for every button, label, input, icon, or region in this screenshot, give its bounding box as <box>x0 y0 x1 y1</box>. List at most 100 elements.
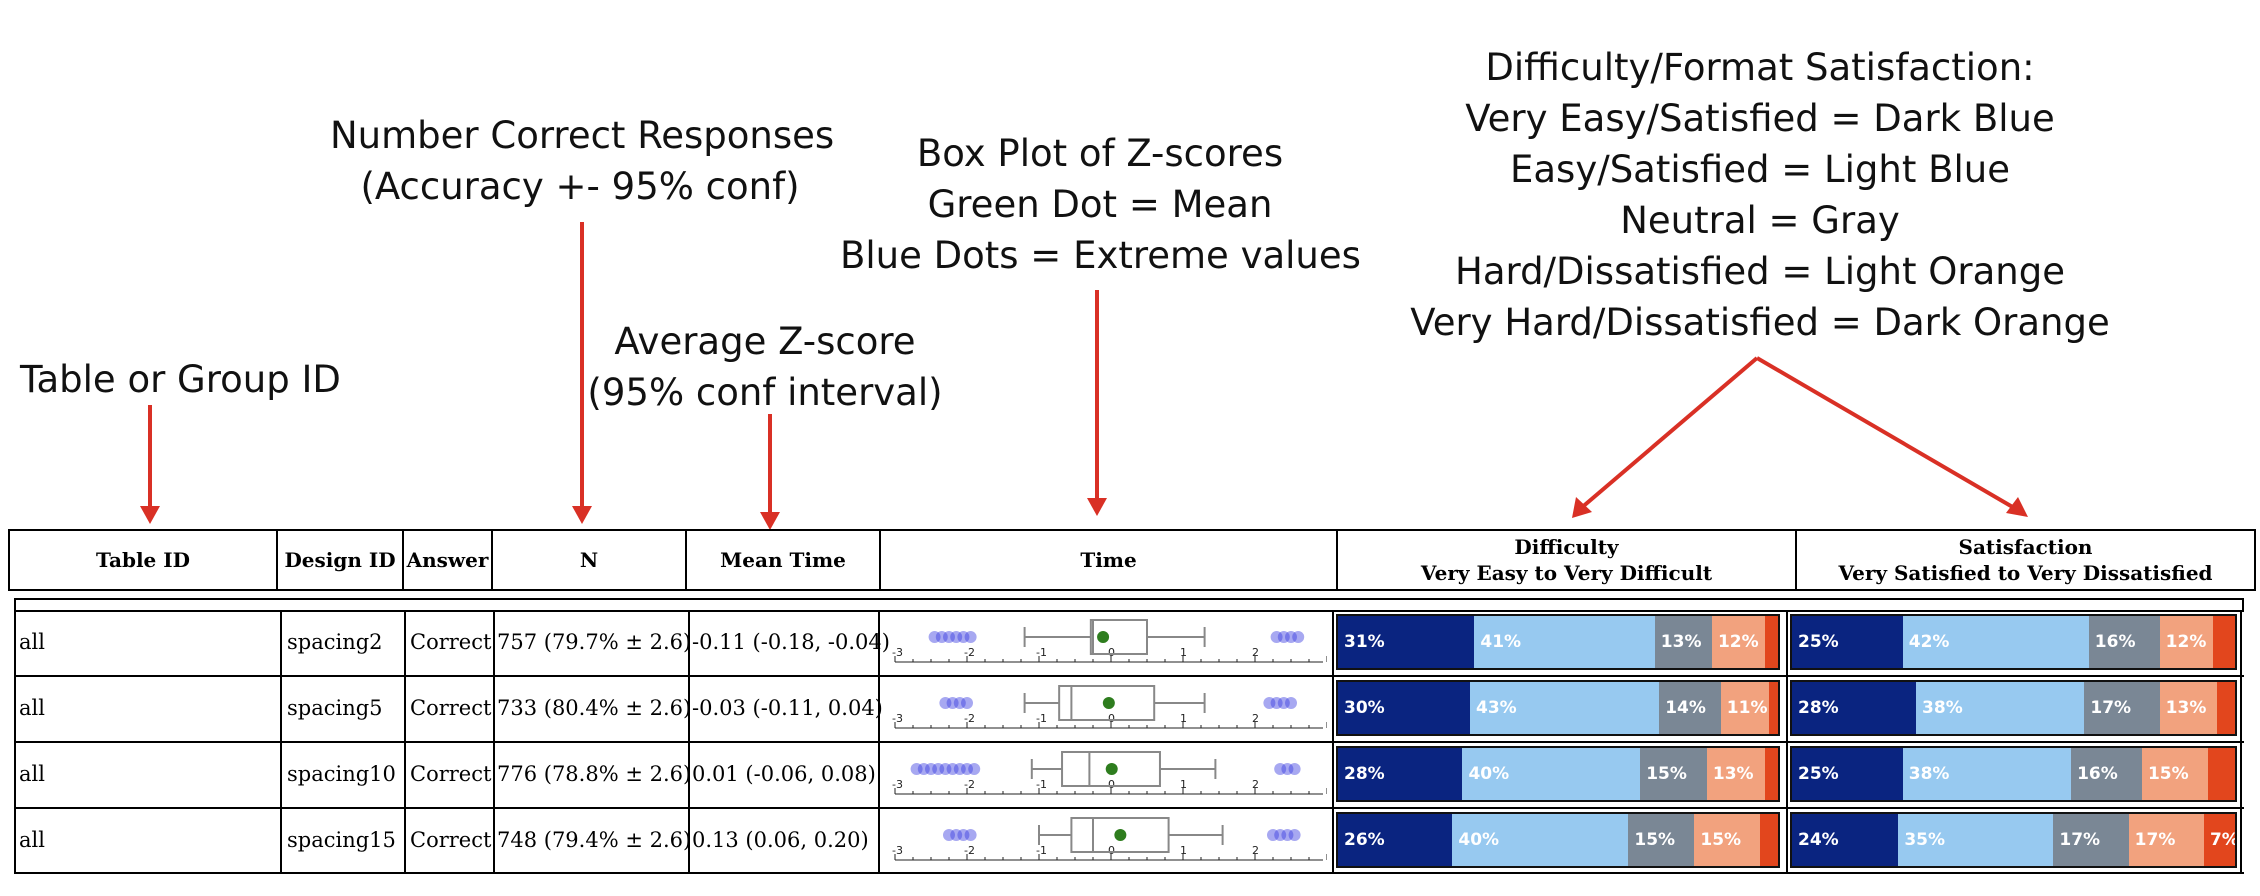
body-top-rule <box>14 598 2244 600</box>
row-rule <box>14 807 2244 809</box>
bar-segment <box>1764 616 1778 668</box>
satisfaction-bar: 25% 38% 16% 15% <box>1790 746 2237 802</box>
cell-table-id: all <box>19 762 45 786</box>
bar-segment: 7% <box>2203 814 2235 866</box>
arrow-time-head <box>1087 498 1107 516</box>
header-label: Difficulty <box>1514 535 1619 559</box>
body-right-rule <box>2242 598 2244 610</box>
annotation-n-correct: Number Correct Responses (Accuracy +- 95… <box>330 110 834 212</box>
axis-tick-label: -3 <box>892 712 903 725</box>
extreme-dot <box>1274 763 1287 775</box>
iqr-box <box>1070 817 1170 853</box>
extreme-dot <box>1270 631 1283 643</box>
bar-segment: 38% <box>1916 682 2085 734</box>
header-mean-time: Mean Time <box>685 529 881 591</box>
arrowhead-n <box>572 506 592 524</box>
cell-n: 757 (79.7% ± 2.6) <box>497 630 692 654</box>
bar-segment <box>1760 814 1778 866</box>
extreme-dot <box>943 631 955 643</box>
bar-segment: 12% <box>1711 616 1765 668</box>
extreme-dot <box>925 763 937 775</box>
annotation-line: Blue Dots = Extreme values <box>840 234 1361 277</box>
arrowhead-table-id <box>140 506 160 524</box>
cell-mean-time: 0.13 (0.06, 0.20) <box>692 828 869 852</box>
axis-tick-label: 0 <box>1108 844 1115 857</box>
header-label: N <box>579 548 599 572</box>
annotation-line: Very Easy/Satisfied = Dark Blue <box>1465 97 2055 140</box>
difficulty-bar: 31% 41% 13% 12% <box>1336 614 1780 670</box>
cell-design-id: spacing5 <box>287 696 383 720</box>
header-difficulty: Difficulty Very Easy to Very Difficult <box>1336 529 1797 591</box>
row-rule <box>14 741 2244 743</box>
cell-n: 733 (80.4% ± 2.6) <box>497 696 692 720</box>
extreme-dot <box>961 763 973 775</box>
bar-segment: 13% <box>1654 616 1712 668</box>
extreme-dot <box>964 829 977 841</box>
header-label: Table ID <box>96 548 190 572</box>
axis-tick-label: -1 <box>1036 844 1047 857</box>
extreme-dot <box>943 829 955 841</box>
axis-tick-label: 2 <box>1252 646 1259 659</box>
extreme-dot <box>1288 763 1301 775</box>
axis-tick-label: 2 <box>1252 712 1259 725</box>
header-sublabel: Very Easy to Very Difficult <box>1420 561 1713 585</box>
annotation-line: (95% conf interval) <box>587 371 943 414</box>
axis-tick-label: 2 <box>1252 844 1259 857</box>
header-label: Answer <box>406 548 489 572</box>
bar-segment: 15% <box>2141 748 2209 800</box>
bar-segment <box>2208 748 2235 800</box>
bar-segment: 41% <box>1474 616 1655 668</box>
cell-mean-time: -0.11 (-0.18, -0.04) <box>692 630 890 654</box>
extreme-dot <box>917 763 930 775</box>
arrow-satisfaction <box>1755 356 2018 511</box>
axis-tick-label: -3 <box>892 844 903 857</box>
extreme-dot <box>950 829 963 841</box>
header-satisfaction: Satisfaction Very Satisfied to Very Diss… <box>1795 529 2256 591</box>
extreme-dot <box>964 631 977 643</box>
cell-answer: Correct <box>410 828 492 852</box>
cell-answer: Correct <box>410 696 492 720</box>
annotation-line: Average Z-score <box>614 320 916 363</box>
extreme-dot <box>950 631 963 643</box>
bar-segment: 30% <box>1338 682 1470 734</box>
bar-segment <box>1764 748 1778 800</box>
bar-segment: 13% <box>2159 682 2218 734</box>
boxplot-row: -3 -2 -1 0 1 2 <box>892 817 1327 861</box>
satisfaction-bar: 24%35%17%17%7% <box>1790 812 2237 868</box>
extreme-dot <box>957 631 970 643</box>
axis-tick-label: 1 <box>1180 646 1187 659</box>
axis-tick-label: -1 <box>1036 712 1047 725</box>
annotation-line: Difficulty/Format Satisfaction: <box>1485 46 2035 89</box>
arrowhead-difficulty <box>1572 497 1592 518</box>
axis-tick-label: -2 <box>964 778 975 791</box>
boxplot-row: -3 -2 -1 0 1 2 <box>892 685 1327 729</box>
cell-mean-time: -0.03 (-0.11, 0.04) <box>692 696 883 720</box>
extreme-dot <box>1288 829 1301 841</box>
bar-segment: 17% <box>2053 814 2129 866</box>
extreme-dot <box>939 697 952 709</box>
iqr-box <box>1058 685 1156 721</box>
header-design-id: Design ID <box>276 529 404 591</box>
mean-dot <box>1102 697 1115 709</box>
extreme-dot <box>1285 697 1297 709</box>
axis-tick-label: -2 <box>964 712 975 725</box>
arrowhead-satisfaction <box>2006 497 2028 517</box>
iqr-box <box>1089 619 1148 655</box>
boxplot-row: -3 -2 -1 0 1 2 <box>892 751 1327 795</box>
arrow-difficulty <box>1578 356 1759 511</box>
axis-tick-label: 2 <box>1252 778 1259 791</box>
annotation-line: Hard/Dissatisfied = Light Orange <box>1455 250 2065 293</box>
annotation-line: Very Hard/Dissatisfied = Dark Orange <box>1410 301 2110 344</box>
annotation-line: Table or Group ID <box>20 358 341 401</box>
row-rule <box>14 675 2244 677</box>
cell-design-id: spacing15 <box>287 828 396 852</box>
annotation-line: Green Dot = Mean <box>927 183 1273 226</box>
bar-segment: 17% <box>2084 682 2160 734</box>
header-answer: Answer <box>402 529 493 591</box>
extreme-dot <box>1267 829 1279 841</box>
satisfaction-bar: 25% 42% 16% 12% <box>1790 614 2237 670</box>
satisfaction-bar: 28% 38% 17% 13% <box>1790 680 2237 736</box>
annotation-line: (Accuracy +- 95% conf) <box>360 165 800 208</box>
extreme-dot <box>928 631 941 643</box>
